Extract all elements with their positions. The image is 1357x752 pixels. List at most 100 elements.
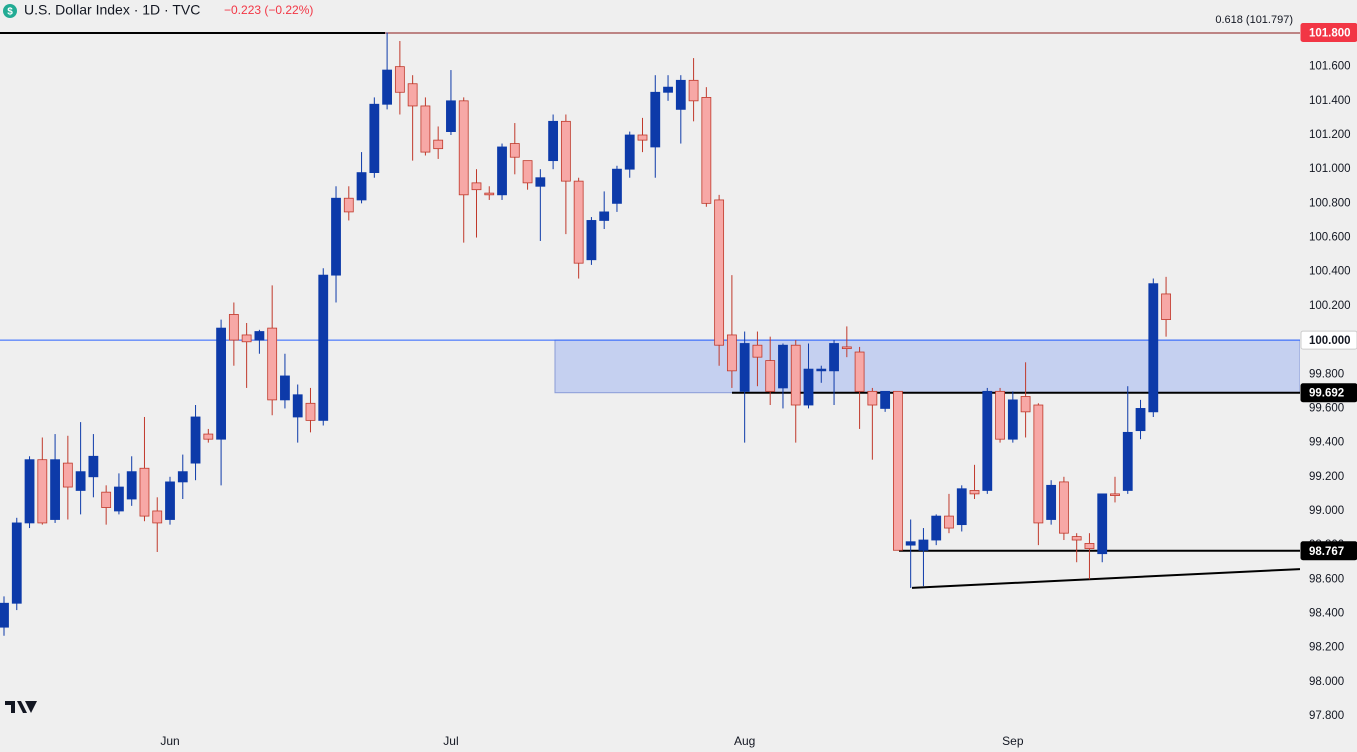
candle-body [458,100,469,196]
candle-body [369,103,380,174]
candle-body [165,481,175,520]
y-tick-label: 100.600 [1309,232,1351,244]
candle-body [394,66,405,93]
y-tick-label: 98.000 [1309,676,1344,688]
price-badge-label: 98.767 [1309,546,1344,558]
price-change: −0.223 (−0.22%) [224,3,313,17]
candle-body [675,79,686,110]
candle-body [356,172,367,201]
candle-body [152,510,163,524]
candle-body [0,602,9,628]
candle-body [37,459,48,524]
candle-body [203,433,214,440]
logo [5,701,37,713]
chart-title: U.S. Dollar Index · 1D · TVC [24,2,200,18]
candle-body [126,471,137,500]
x-tick-label: Aug [734,734,755,748]
y-tick-label: 100.800 [1309,197,1351,209]
candle-body [343,197,354,213]
candle-body [560,120,571,182]
candle-body [1071,536,1082,541]
candle-body [446,100,456,132]
candle-body [854,351,865,392]
candle-body [241,334,252,343]
candle-body [50,459,60,520]
candle-body [497,146,507,196]
candle-body [331,197,341,276]
candle-body [573,180,584,264]
candle-body [841,346,852,350]
candle-body [650,91,661,148]
candle-body [1135,408,1146,432]
candle-body [509,143,520,158]
candle-body [765,360,776,392]
x-tick-label: Jul [443,734,458,748]
candle-body [905,541,916,546]
candle-body [586,220,597,261]
symbol-icon [3,4,17,18]
candle-body [267,327,278,401]
candle-body [982,390,993,491]
candle-body [1059,481,1069,534]
y-tick-label: 99.400 [1309,437,1344,449]
price-badge [1300,541,1357,561]
candle-body [956,488,967,526]
candle-body [816,368,827,372]
candle-body [1161,293,1171,320]
trendline [911,568,1301,589]
price-badge-label: 101.800 [1309,28,1351,40]
y-tick-label: 98.200 [1309,642,1344,654]
price-badge [1300,383,1357,403]
y-tick-label: 101.000 [1309,163,1351,175]
candle-body [803,368,814,406]
candle-body [893,390,903,551]
candle-body [139,467,150,517]
candle-body [688,79,699,102]
y-tick-label: 99.600 [1309,402,1344,414]
candle-body [433,139,444,150]
y-tick-label: 100.200 [1309,300,1351,312]
candle-body [969,490,980,495]
y-tick-label: 101.200 [1309,129,1351,141]
candle-body [305,402,316,421]
candle-body [1020,396,1031,413]
candle-body [944,515,954,529]
x-tick-label: Sep [1002,734,1024,748]
candle-body [739,343,750,392]
y-tick-label: 99.800 [1309,368,1344,380]
candle-body [701,97,712,204]
candle-body [1110,493,1120,496]
y-tick-label: 99.200 [1309,471,1344,483]
x-tick-label: Jun [160,734,179,748]
candle-body [382,69,393,105]
candle-body [752,344,763,358]
candle-body [471,182,482,191]
candle-body [995,390,1005,440]
candle-body [522,160,533,184]
candle-body [75,471,86,491]
candle-body [280,375,290,401]
candle-body [88,455,99,478]
price-badge-label: 100.000 [1309,335,1351,347]
candle-body [726,334,737,372]
y-tick-label: 100.400 [1309,266,1351,278]
candle-body [1084,543,1095,549]
candle-body [62,462,73,488]
candle-body [918,539,929,551]
candle-body [1122,431,1133,491]
candle-body [177,471,188,483]
candle-body [867,390,878,406]
candle-body [829,343,839,372]
candle-body [599,211,610,221]
candle-body [11,522,22,604]
candle-body [637,134,648,141]
candle-body [931,515,942,541]
plot-area: 0.618 (101.797) [0,14,1301,636]
candle-body [1148,283,1159,413]
candle-body [101,491,112,508]
zone [554,339,1301,394]
fib-label: 0.618 (101.797) [1215,14,1293,26]
candle-body [612,168,622,204]
candle-body [663,86,673,93]
